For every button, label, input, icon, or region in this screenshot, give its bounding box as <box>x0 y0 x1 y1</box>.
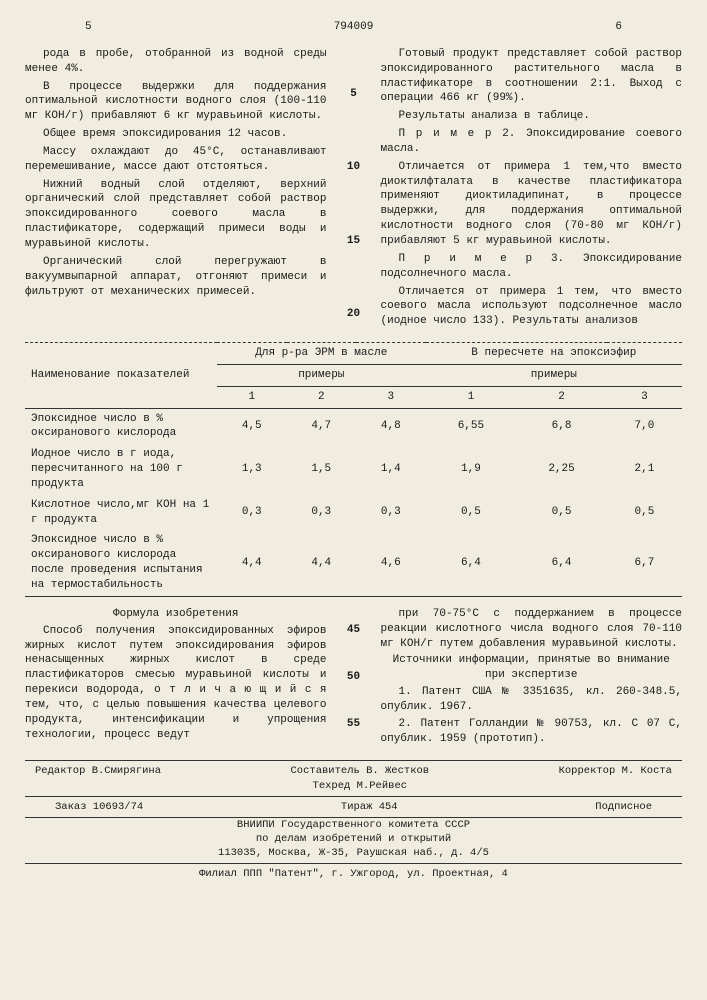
th-indicator: Наименование показателей <box>25 343 217 409</box>
cell: 4,6 <box>356 530 426 596</box>
results-table: Наименование показателей Для р-ра ЭРМ в … <box>25 342 682 597</box>
th-erm: Для р-ра ЭРМ в масле <box>217 343 426 365</box>
para: рода в пробе, отобранной из водной среды… <box>25 47 327 77</box>
cell: 7,0 <box>607 408 682 444</box>
th-col: 2 <box>516 386 607 408</box>
branch: Филиал ППП "Патент", г. Ужгород, ул. Про… <box>25 864 682 881</box>
tehred: Техред М.Рейвес <box>313 780 408 792</box>
cell: 6,4 <box>426 530 517 596</box>
th-col: 2 <box>287 386 357 408</box>
compiler: Составитель В. Жестков <box>290 765 429 777</box>
footer: Редактор В.Смирягина Составитель В. Жест… <box>25 760 682 881</box>
lower-left-col: Формула изобретения Способ получения эпо… <box>25 607 327 749</box>
cell: 2,25 <box>516 444 607 495</box>
para: Результаты анализа в таблице. <box>381 109 683 124</box>
cell: 1,4 <box>356 444 426 495</box>
address: 113035, Москва, Ж-35, Раушская наб., д. … <box>25 846 682 864</box>
row-label: Эпоксидное число в % оксиранового кислор… <box>25 408 217 444</box>
lower-columns: Формула изобретения Способ получения эпо… <box>25 607 682 749</box>
para: П р и м е р 3. Эпоксидирование подсолнеч… <box>381 252 683 282</box>
para: Источники информации, принятые во вниман… <box>381 653 683 683</box>
footer-credits: Редактор В.Смирягина Составитель В. Жест… <box>25 760 682 796</box>
para: 1. Патент США № 3351635, кл. 260-348.5, … <box>381 685 683 715</box>
table-row: Эпоксидное число в % оксиранового кислор… <box>25 408 682 444</box>
marker: 55 <box>347 717 361 732</box>
para: Массу охлаждают до 45°С, останавливают п… <box>25 145 327 175</box>
cell: 1,9 <box>426 444 517 495</box>
cell: 0,5 <box>426 495 517 531</box>
vniip: ВНИИПИ Государственного комитета СССР <box>25 818 682 832</box>
cell: 0,5 <box>516 495 607 531</box>
table-row: Иодное число в г иода, пересчитанного на… <box>25 444 682 495</box>
row-label: Кислотное число,мг КОН на 1 г продукта <box>25 495 217 531</box>
cell: 2,1 <box>607 444 682 495</box>
right-column: Готовый продукт представляет собой раств… <box>381 47 683 332</box>
tirage: Тираж 454 <box>341 800 398 814</box>
row-label: Иодное число в г иода, пересчитанного на… <box>25 444 217 495</box>
th-col: 1 <box>217 386 287 408</box>
corrector: Корректор М. Коста <box>559 764 672 792</box>
th-col: 3 <box>356 386 426 408</box>
para: при 70-75°С с поддержанием в процессе ре… <box>381 607 683 652</box>
cell: 6,7 <box>607 530 682 596</box>
th-col: 3 <box>607 386 682 408</box>
para: Общее время эпоксидирования 12 часов. <box>25 127 327 142</box>
marker: 50 <box>347 670 361 685</box>
left-column: рода в пробе, отобранной из водной среды… <box>25 47 327 332</box>
page-left: 5 <box>85 20 92 35</box>
cell: 1,3 <box>217 444 287 495</box>
cell: 4,4 <box>217 530 287 596</box>
marker: 10 <box>347 160 361 175</box>
marker: 45 <box>347 623 361 638</box>
page-right: 6 <box>615 20 622 35</box>
subscription: Подписное <box>595 800 652 814</box>
table-row: Кислотное число,мг КОН на 1 г продукта0,… <box>25 495 682 531</box>
page-header: 5 794009 6 <box>25 20 682 35</box>
cell: 4,5 <box>217 408 287 444</box>
committee: по делам изобретений и открытий <box>25 832 682 846</box>
cell: 1,5 <box>287 444 357 495</box>
cell: 6,8 <box>516 408 607 444</box>
cell: 6,55 <box>426 408 517 444</box>
para: Органический слой перегружают в вакуумвы… <box>25 255 327 300</box>
para: Способ получения эпоксидированных эфиров… <box>25 624 327 743</box>
editor: Редактор В.Смирягина <box>35 764 161 792</box>
cell: 4,4 <box>287 530 357 596</box>
line-markers-lower: 45 50 55 <box>347 607 361 749</box>
para: Отличается от примера 1 тем,что вместо д… <box>381 160 683 249</box>
cell: 6,4 <box>516 530 607 596</box>
th-examples: примеры <box>217 364 426 386</box>
footer-order: Заказ 10693/74 Тираж 454 Подписное <box>25 797 682 818</box>
para: П р и м е р 2. Эпоксидирование соевого м… <box>381 127 683 157</box>
cell: 0,5 <box>607 495 682 531</box>
para: Нижний водный слой отделяют, верхний орг… <box>25 178 327 252</box>
upper-columns: рода в пробе, отобранной из водной среды… <box>25 47 682 332</box>
para: 2. Патент Голландии № 90753, кл. С 07 С,… <box>381 717 683 747</box>
cell: 4,8 <box>356 408 426 444</box>
cell: 0,3 <box>356 495 426 531</box>
para: Готовый продукт представляет собой раств… <box>381 47 683 106</box>
line-markers: 5 10 15 20 <box>347 47 361 332</box>
th-examples: примеры <box>426 364 682 386</box>
marker: 20 <box>347 307 361 322</box>
para: Отличается от примера 1 тем, что вместо … <box>381 285 683 330</box>
th-epoxy: В пересчете на эпоксиэфир <box>426 343 682 365</box>
formula-title: Формула изобретения <box>25 607 327 622</box>
order: Заказ 10693/74 <box>55 800 143 814</box>
para: В процессе выдержки для поддержания опти… <box>25 80 327 125</box>
cell: 0,3 <box>287 495 357 531</box>
th-col: 1 <box>426 386 517 408</box>
marker: 5 <box>347 87 361 102</box>
cell: 4,7 <box>287 408 357 444</box>
cell: 0,3 <box>217 495 287 531</box>
marker: 15 <box>347 234 361 249</box>
patent-number: 794009 <box>334 20 374 35</box>
table-row: Эпоксидное число в % оксиранового кислор… <box>25 530 682 596</box>
row-label: Эпоксидное число в % оксиранового кислор… <box>25 530 217 596</box>
lower-right-col: при 70-75°С с поддержанием в процессе ре… <box>381 607 683 749</box>
